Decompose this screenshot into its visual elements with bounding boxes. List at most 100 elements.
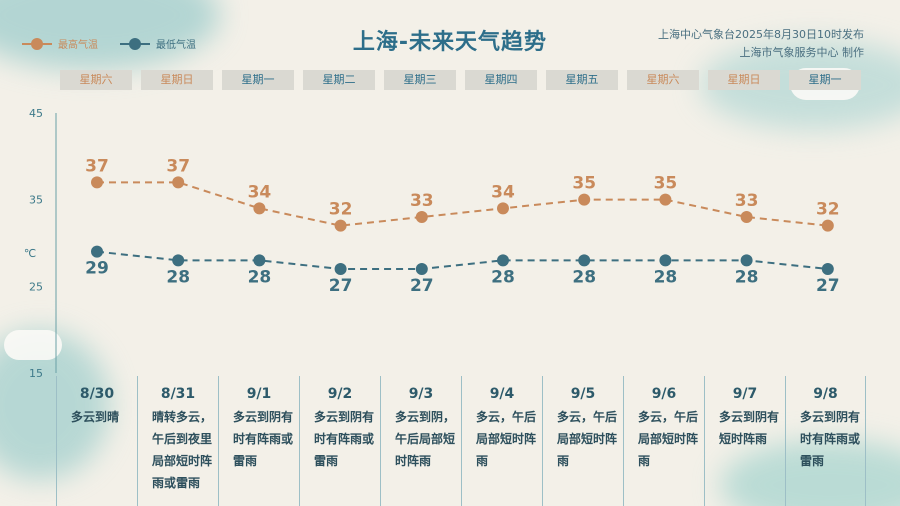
legend: 最高气温 最低气温 — [22, 36, 196, 51]
data-point-high — [740, 211, 753, 223]
day-date: 8/31 — [160, 386, 196, 402]
data-label-low: 28 — [654, 267, 678, 287]
legend-marker-low — [129, 37, 141, 50]
day-column: 9/4 多云，午后局部短时阵雨 — [461, 376, 542, 506]
day-weather: 多云，午后局部短时阵雨 — [476, 410, 537, 468]
weekday-row: 星期六 星期日 星期一 星期二 星期三 星期四 星期五 星期六 星期日 星期一 — [60, 70, 870, 90]
day-column: 9/7 多云到阴有短时阵雨 — [704, 376, 785, 506]
y-tick-label: 45 — [29, 107, 43, 120]
day-weather: 多云到阴有时有阵雨或雷雨 — [314, 410, 375, 468]
day-date: 8/30 — [79, 386, 115, 402]
weekday-label: 星期一 — [789, 70, 861, 90]
data-label-high: 32 — [329, 200, 353, 220]
day-date: 9/5 — [570, 386, 596, 402]
data-point-low — [415, 263, 428, 275]
data-label-low: 28 — [572, 267, 596, 287]
data-point-low — [334, 263, 347, 275]
day-column: 9/1 多云到阴有时有阵雨或雷雨 — [218, 376, 299, 506]
cloud-decoration-left — [4, 330, 62, 360]
legend-label-low: 最低气温 — [156, 40, 196, 51]
chart-title: 上海-未来天气趋势 — [352, 30, 548, 55]
data-label-low: 28 — [491, 267, 515, 287]
day-date: 9/2 — [327, 386, 353, 402]
weekday-label: 星期六 — [60, 70, 132, 90]
data-label-low: 27 — [329, 276, 353, 296]
day-date: 9/8 — [813, 386, 838, 402]
data-label-high: 32 — [816, 200, 840, 220]
data-point-high — [91, 176, 103, 189]
data-label-high: 37 — [166, 156, 190, 176]
data-point-low — [91, 245, 103, 258]
data-point-low — [821, 263, 834, 275]
day-date: 9/1 — [246, 386, 272, 402]
issuer-line-2: 上海市气象服务中心 制作 — [739, 46, 865, 59]
y-unit-label: ℃ — [24, 247, 36, 260]
data-point-low — [578, 254, 591, 267]
data-label-high: 34 — [248, 182, 272, 202]
day-weather: 多云，午后局部短时阵雨 — [638, 410, 699, 468]
data-label-low: 28 — [248, 267, 272, 287]
data-point-high — [578, 193, 591, 206]
data-label-low: 29 — [85, 259, 109, 279]
weekday-label: 星期日 — [141, 70, 213, 90]
day-column: 9/6 多云，午后局部短时阵雨 — [623, 376, 704, 506]
data-label-low: 27 — [816, 276, 840, 296]
weekday-label: 星期三 — [384, 70, 456, 90]
day-date: 9/6 — [651, 386, 677, 402]
issuer-line-1: 上海中心气象台2025年8月30日10时发布 — [658, 28, 864, 41]
daily-forecast-row: 8/30 多云到晴 8/31 晴转多云，午后到夜里局部短时阵雨或雷雨 9/1 多云到阴有时… — [56, 376, 866, 506]
day-date: 9/3 — [408, 386, 434, 402]
day-weather: 多云到阴有时有阵雨或雷雨 — [233, 410, 294, 468]
data-point-low — [253, 254, 266, 267]
day-weather: 多云到阴，午后局部短时阵雨 — [395, 410, 456, 468]
data-point-low — [659, 254, 672, 267]
weekday-label: 星期日 — [708, 70, 780, 90]
data-label-low: 28 — [166, 267, 190, 287]
day-column: 8/31 晴转多云，午后到夜里局部短时阵雨或雷雨 — [137, 376, 218, 506]
y-tick-label: 25 — [29, 280, 43, 293]
data-point-low — [172, 254, 185, 267]
data-point-high — [172, 176, 185, 189]
day-weather: 多云到晴 — [70, 410, 119, 424]
data-label-low: 27 — [410, 276, 434, 296]
data-label-high: 33 — [735, 191, 759, 211]
day-weather: 晴转多云，午后到夜里局部短时阵雨或雷雨 — [152, 410, 213, 490]
weekday-label: 星期五 — [546, 70, 618, 90]
day-column: 9/8 多云到阴有时有阵雨或雷雨 — [785, 376, 866, 506]
y-tick-label: 35 — [29, 194, 43, 207]
weekday-label: 星期二 — [303, 70, 375, 90]
legend-line-high — [22, 37, 52, 50]
day-weather: 多云到阴有短时阵雨 — [719, 410, 780, 446]
data-point-low — [740, 254, 753, 267]
data-label-high: 35 — [654, 174, 678, 194]
data-point-high — [253, 202, 266, 215]
series-line-high — [97, 181, 828, 227]
legend-item-high: 最高气温 — [22, 36, 98, 51]
y-tick-label: 15 — [29, 367, 43, 380]
legend-marker-high — [31, 37, 43, 50]
day-date: 9/7 — [732, 386, 758, 402]
data-label-low: 28 — [735, 267, 759, 287]
data-label-high: 33 — [410, 191, 434, 211]
data-label-high: 35 — [572, 174, 596, 194]
issuer-info: 上海中心气象台2025年8月30日10时发布 上海市气象服务中心 制作 — [658, 26, 864, 62]
legend-label-high: 最高气温 — [58, 40, 98, 51]
day-column: 9/5 多云，午后局部短时阵雨 — [542, 376, 623, 506]
day-column: 9/2 多云到阴有时有阵雨或雷雨 — [299, 376, 380, 506]
day-weather: 多云，午后局部短时阵雨 — [557, 410, 618, 468]
day-date: 9/4 — [489, 386, 515, 402]
day-column: 9/3 多云到阴，午后局部短时阵雨 — [380, 376, 461, 506]
data-point-high — [334, 219, 347, 232]
weekday-label: 星期六 — [627, 70, 699, 90]
weekday-label: 星期四 — [465, 70, 537, 90]
data-label-high: 34 — [491, 182, 515, 202]
day-weather: 多云到阴有时有阵雨或雷雨 — [800, 410, 861, 468]
data-point-high — [415, 211, 428, 223]
data-label-high: 37 — [85, 156, 109, 176]
weekday-label: 星期一 — [222, 70, 294, 90]
data-point-high — [497, 202, 509, 215]
series-line-low — [96, 250, 828, 270]
legend-line-low — [120, 37, 150, 50]
